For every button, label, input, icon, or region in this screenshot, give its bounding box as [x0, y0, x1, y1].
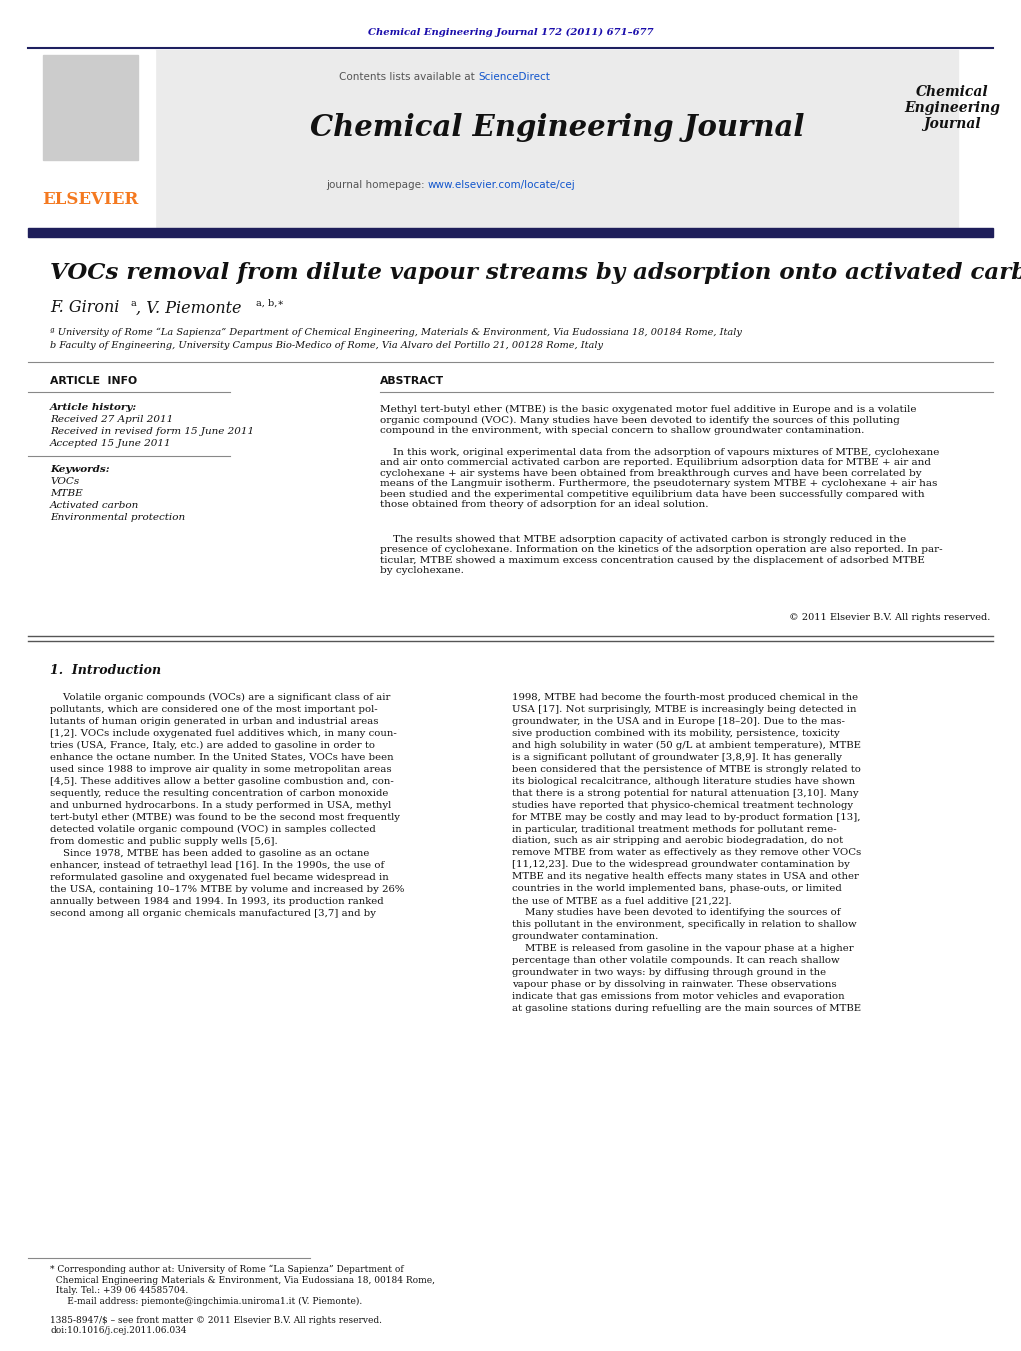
Text: Received 27 April 2011: Received 27 April 2011: [50, 415, 174, 423]
Text: 1998, MTBE had become the fourth-most produced chemical in the
USA [17]. Not sur: 1998, MTBE had become the fourth-most pr…: [512, 693, 862, 1013]
Text: Chemical
Engineering
Journal: Chemical Engineering Journal: [904, 85, 1000, 131]
Bar: [43, 55, 138, 159]
Text: Environmental protection: Environmental protection: [50, 513, 185, 523]
Text: www.elsevier.com/locate/cej: www.elsevier.com/locate/cej: [428, 180, 576, 190]
Bar: [155, 50, 958, 228]
Text: a, b,∗: a, b,∗: [256, 299, 284, 308]
Text: Article history:: Article history:: [50, 403, 137, 412]
Text: Volatile organic compounds (VOCs) are a significant class of air
pollutants, whi: Volatile organic compounds (VOCs) are a …: [50, 693, 404, 917]
Text: In this work, original experimental data from the adsorption of vapours mixtures: In this work, original experimental data…: [380, 449, 939, 509]
Text: ABSTRACT: ABSTRACT: [380, 376, 444, 386]
Text: Activated carbon: Activated carbon: [50, 501, 139, 511]
Text: ELSEVIER: ELSEVIER: [42, 192, 138, 208]
Text: b Faculty of Engineering, University Campus Bio-Medico of Rome, Via Alvaro del P: b Faculty of Engineering, University Cam…: [50, 340, 603, 350]
Text: MTBE: MTBE: [50, 489, 83, 499]
Text: ARTICLE  INFO: ARTICLE INFO: [50, 376, 137, 386]
Text: * Corresponding author at: University of Rome “La Sapienza” Department of
  Chem: * Corresponding author at: University of…: [50, 1265, 435, 1305]
Text: Keywords:: Keywords:: [50, 466, 109, 474]
Text: F. Gironi: F. Gironi: [50, 300, 119, 316]
Text: Received in revised form 15 June 2011: Received in revised form 15 June 2011: [50, 427, 254, 435]
Text: Contents lists available at: Contents lists available at: [339, 72, 478, 82]
Text: 1.  Introduction: 1. Introduction: [50, 663, 161, 677]
Bar: [28, 50, 155, 228]
Text: © 2011 Elsevier B.V. All rights reserved.: © 2011 Elsevier B.V. All rights reserved…: [788, 613, 990, 623]
Bar: [28, 228, 993, 236]
Text: Accepted 15 June 2011: Accepted 15 June 2011: [50, 439, 172, 447]
Text: Chemical Engineering Journal 172 (2011) 671–677: Chemical Engineering Journal 172 (2011) …: [368, 27, 653, 36]
Text: ª University of Rome “La Sapienza” Department of Chemical Engineering, Materials: ª University of Rome “La Sapienza” Depar…: [50, 327, 742, 336]
Text: a: a: [130, 299, 136, 308]
Text: Methyl tert-butyl ether (MTBE) is the basic oxygenated motor fuel additive in Eu: Methyl tert-butyl ether (MTBE) is the ba…: [380, 405, 917, 435]
Text: ScienceDirect: ScienceDirect: [478, 72, 550, 82]
Text: The results showed that MTBE adsorption capacity of activated carbon is strongly: The results showed that MTBE adsorption …: [380, 535, 942, 576]
Text: Chemical Engineering Journal: Chemical Engineering Journal: [309, 113, 805, 142]
Text: , V. Piemonte: , V. Piemonte: [136, 300, 242, 316]
Text: 1385-8947/$ – see front matter © 2011 Elsevier B.V. All rights reserved.
doi:10.: 1385-8947/$ – see front matter © 2011 El…: [50, 1316, 382, 1335]
Text: VOCs: VOCs: [50, 477, 80, 486]
Text: VOCs removal from dilute vapour streams by adsorption onto activated carbon: VOCs removal from dilute vapour streams …: [50, 262, 1021, 284]
Text: journal homepage:: journal homepage:: [326, 180, 428, 190]
